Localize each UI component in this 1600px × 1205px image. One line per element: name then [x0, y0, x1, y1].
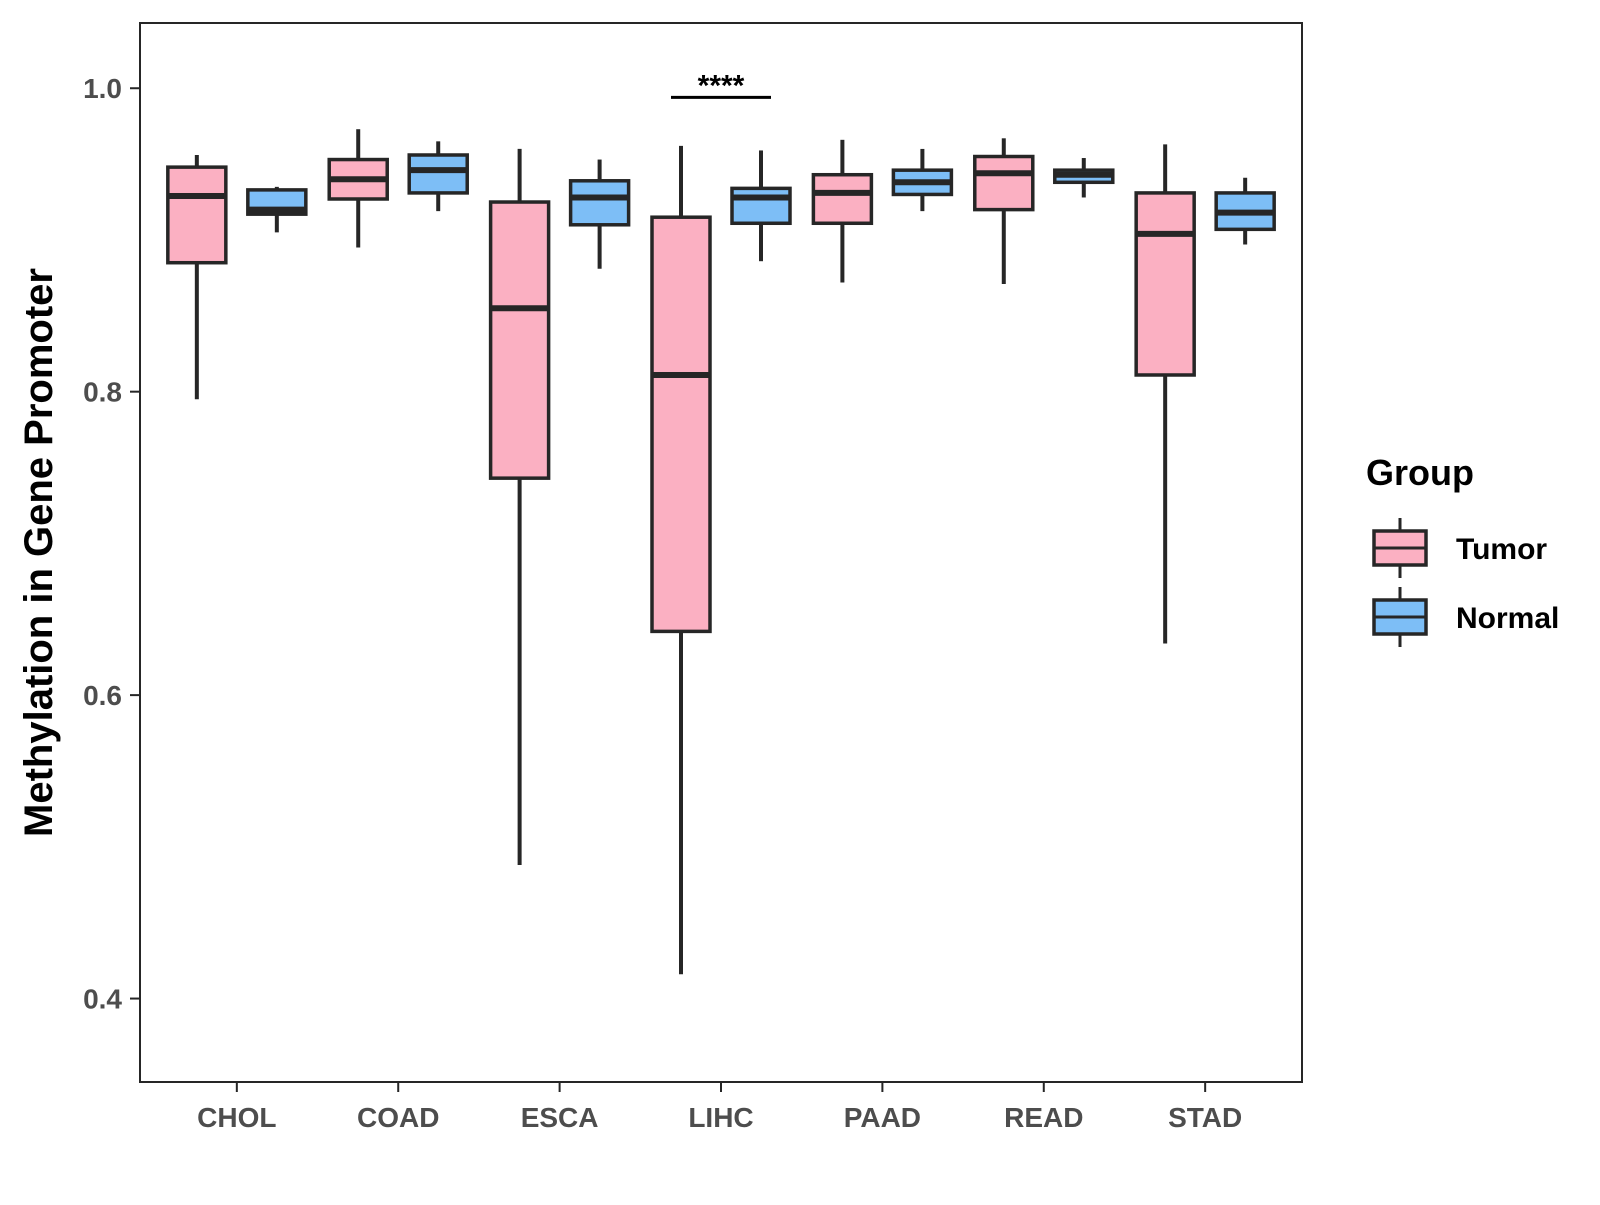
box-normal-esca	[568, 159, 631, 269]
y-tick-label: 0.4	[83, 984, 122, 1015]
legend-label: Normal	[1456, 602, 1559, 635]
box-normal-lihc	[730, 150, 792, 262]
box-iqr	[488, 200, 551, 480]
box-iqr	[650, 215, 712, 634]
y-tick-label: 0.6	[83, 680, 122, 711]
y-tick-label: 0.8	[83, 377, 122, 408]
box-tumor-lihc	[650, 145, 712, 975]
box-normal-stad	[1214, 177, 1276, 245]
y-axis-title: Methylation in Gene Promoter	[17, 268, 61, 837]
box-normal-paad	[891, 148, 954, 212]
box-tumor-coad	[327, 129, 389, 248]
box-iqr	[166, 165, 228, 265]
x-tick-label: STAD	[1168, 1102, 1242, 1133]
legend-item-tumor: Tumor	[1372, 518, 1547, 578]
box-iqr	[811, 172, 874, 226]
y-tick-label: 1.0	[83, 73, 122, 104]
x-tick-label: READ	[1004, 1102, 1083, 1133]
axes-layer: 0.4 0.6 0.8 1.0 CHOL COAD ESCA LIHC PAAD READ STAD…	[17, 22, 1303, 1133]
boxes-layer	[166, 129, 1276, 975]
box-normal-coad	[407, 141, 469, 212]
box-iqr	[1134, 191, 1196, 377]
annotation-layer: ****	[671, 69, 771, 102]
box-iqr	[407, 153, 469, 195]
box-tumor-paad	[811, 139, 874, 283]
x-tick-label: COAD	[357, 1102, 439, 1133]
box-iqr	[730, 186, 792, 226]
significance-label: ****	[698, 69, 745, 102]
box-iqr	[973, 154, 1035, 212]
x-tick-label: PAAD	[844, 1102, 921, 1133]
box-tumor-read	[973, 138, 1035, 284]
legend-item-normal: Normal	[1372, 587, 1559, 647]
x-tick-label: CHOL	[197, 1102, 276, 1133]
box-iqr	[568, 179, 631, 227]
legend: Group Tumor Normal	[1366, 452, 1559, 647]
box-tumor-esca	[488, 148, 551, 866]
legend-title: Group	[1366, 452, 1474, 493]
box-tumor-chol	[166, 154, 228, 400]
plot-panel-border	[139, 22, 1303, 1083]
legend-label: Tumor	[1456, 533, 1547, 566]
box-normal-read	[1053, 158, 1115, 198]
box-tumor-stad	[1134, 144, 1196, 644]
box-normal-chol	[246, 186, 308, 233]
x-tick-label: LIHC	[688, 1102, 753, 1133]
x-tick-label: ESCA	[521, 1102, 599, 1133]
